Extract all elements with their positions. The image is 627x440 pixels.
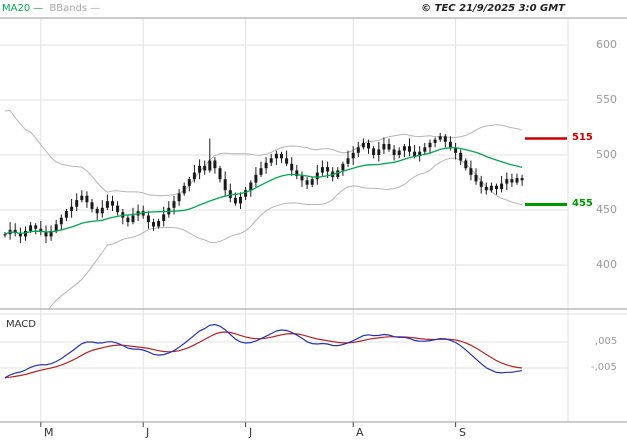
x-axis-label-august: A bbox=[356, 426, 364, 439]
macd-lines bbox=[4, 323, 523, 379]
copyright-text: © TEC 21/9/2025 3:0 GMT bbox=[421, 3, 565, 14]
x-axis-label-june: J bbox=[146, 426, 150, 439]
y-axis-label-550: 550 bbox=[596, 93, 617, 106]
macd-axis-lower-label: -,005 bbox=[591, 362, 617, 373]
candlesticks bbox=[3, 133, 524, 243]
x-axis-label-july: J bbox=[249, 426, 253, 439]
ma20-line bbox=[4, 147, 523, 235]
ma20-legend-label: MA20 bbox=[2, 3, 31, 14]
bbands-legend-swatch: — bbox=[90, 3, 101, 14]
y-axis-label-500: 500 bbox=[596, 148, 617, 161]
y-axis-label-450: 450 bbox=[596, 203, 617, 216]
macd-axis-upper-label: ,005 bbox=[595, 336, 618, 347]
macd-panel-label: MACD bbox=[6, 319, 36, 330]
bbands-legend-label: BBands bbox=[49, 3, 88, 14]
chart-legend: MA20— BBands — bbox=[2, 3, 103, 14]
y-axis-label-600: 600 bbox=[596, 38, 617, 51]
resistance-level-label: 515 bbox=[572, 132, 593, 143]
x-axis-label-september: S bbox=[459, 426, 466, 439]
bollinger-bands bbox=[4, 110, 523, 309]
support-level-label: 455 bbox=[572, 198, 593, 209]
y-axis-label-400: 400 bbox=[596, 258, 617, 271]
x-axis-label-may: M bbox=[44, 426, 54, 439]
ma20-legend-swatch: — bbox=[33, 3, 44, 14]
